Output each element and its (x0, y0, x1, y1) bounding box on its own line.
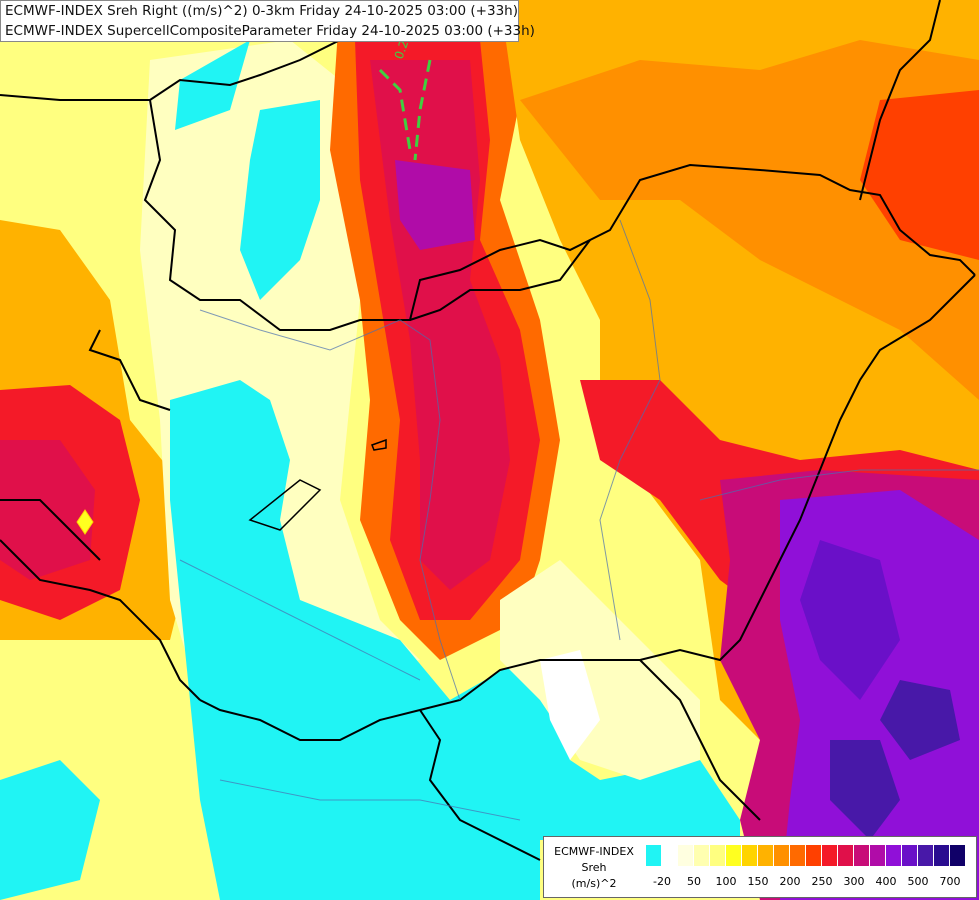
legend-swatch (758, 845, 774, 866)
lake-balaton (248, 479, 322, 531)
field-west-crimson (0, 440, 95, 580)
legend: ECMWF-INDEX Sreh (m/s)^2 -20 50 100 150 200 2… (543, 836, 977, 898)
field-cyan-main (170, 380, 740, 900)
legend-swatch (822, 845, 838, 866)
river-mures (699, 469, 979, 501)
title-box: ECMWF-INDEX Sreh Right ((m/s)^2) 0-3km F… (0, 0, 535, 42)
field-purple-core (395, 160, 475, 250)
legend-swatch (806, 845, 822, 866)
field-cyan-middle (240, 100, 320, 300)
border-west-czech (143, 99, 976, 331)
legend-swatch (870, 845, 886, 866)
legend-tick-label: 300 (843, 875, 865, 888)
river-sava (219, 779, 521, 821)
rivers (179, 219, 979, 821)
river-drava (179, 559, 421, 681)
legend-swatch (662, 845, 678, 866)
hotspot-marker (76, 509, 94, 535)
legend-swatch (950, 845, 966, 866)
river-tisza (599, 219, 661, 641)
legend-tick-label: 150 (747, 875, 769, 888)
lake-small (371, 438, 387, 451)
legend-tick-label: 250 (811, 875, 833, 888)
legend-swatch (934, 845, 950, 866)
border-slovenia (0, 499, 101, 561)
legend-tick-label: 200 (779, 875, 801, 888)
legend-tick-label: 50 (687, 875, 701, 888)
field-se-violet (800, 540, 900, 700)
legend-swatch (774, 845, 790, 866)
scp-contour (378, 59, 432, 161)
legend-swatch (646, 845, 662, 866)
border-austria (0, 539, 201, 701)
field-east-red-north (860, 90, 979, 260)
field-cyan-north (175, 40, 250, 130)
legend-tick-label: 400 (875, 875, 897, 888)
field-se-indigo (880, 680, 960, 760)
legend-tick-label: 100 (715, 875, 737, 888)
border-romania-top (859, 0, 941, 201)
scp-contour-label: 0.2 (392, 38, 412, 61)
river-danube (199, 309, 461, 701)
title-sreh: ECMWF-INDEX Sreh Right ((m/s)^2) 0-3km F… (5, 3, 518, 19)
border-hungary (88, 329, 171, 411)
legend-swatch (886, 845, 902, 866)
legend-swatch (678, 845, 694, 866)
border-slovakia-hungary (409, 239, 591, 321)
title-scp: ECMWF-INDEX SupercellCompositeParameter … (5, 23, 535, 39)
legend-swatch (710, 845, 726, 866)
field-se-indigo-south (830, 740, 900, 840)
legend-tick-label: 700 (939, 875, 961, 888)
legend-swatch (726, 845, 742, 866)
field-south-white (540, 650, 600, 760)
legend-swatch (854, 845, 870, 866)
field-south-pale (500, 560, 700, 780)
border-serbia (639, 659, 761, 821)
field-east-deep-orange (520, 40, 979, 400)
legend-title-2: Sreh (581, 861, 607, 874)
legend-swatch (742, 845, 758, 866)
legend-title-3: (m/s)^2 (571, 877, 617, 890)
legend-tick-label: 500 (907, 875, 929, 888)
border-croatia (419, 709, 541, 861)
legend-swatch (838, 845, 854, 866)
legend-swatch (902, 845, 918, 866)
field-cyan-southwest (0, 760, 100, 900)
country-borders (0, 0, 976, 861)
legend-tick-label: -20 (653, 875, 671, 888)
legend-title-1: ECMWF-INDEX (554, 845, 634, 858)
legend-swatch (918, 845, 934, 866)
legend-swatch (790, 845, 806, 866)
legend-swatch (694, 845, 710, 866)
